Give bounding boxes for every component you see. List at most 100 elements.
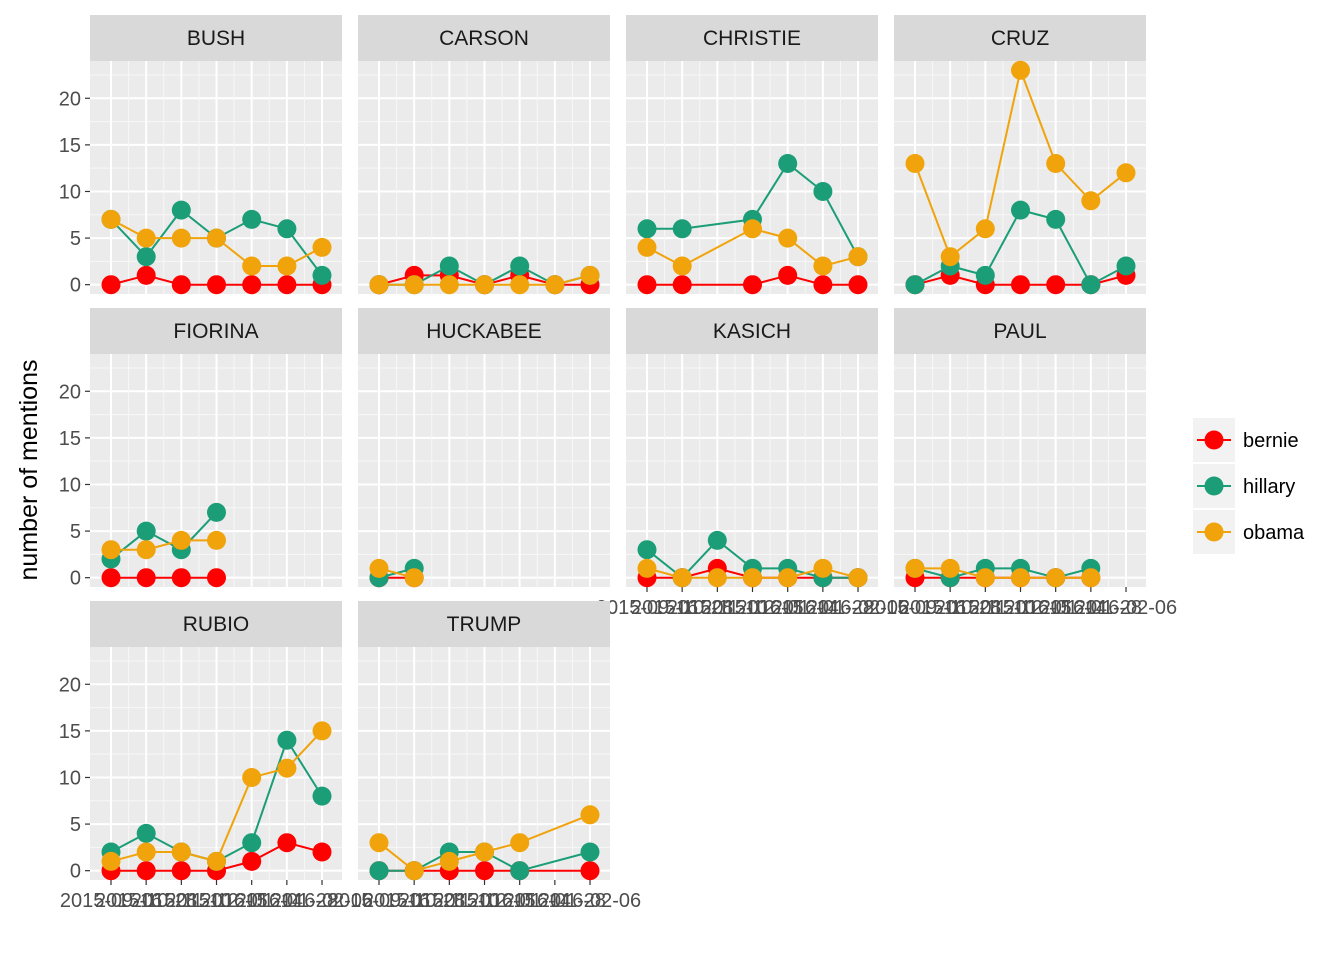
point-obama	[101, 209, 121, 229]
strip-label: FIORINA	[173, 320, 258, 343]
x-tick-label: 2015-09-16	[328, 890, 430, 912]
strip-label: TRUMP	[447, 613, 522, 636]
x-tick-label: 2016-02-06	[539, 890, 641, 912]
point-obama	[848, 247, 868, 267]
point-hillary	[813, 182, 833, 201]
point-obama	[369, 275, 389, 295]
panel-carson: CARSON	[358, 15, 610, 295]
point-bernie	[242, 275, 262, 295]
point-bernie	[136, 265, 156, 285]
point-hillary	[1011, 200, 1030, 220]
point-obama	[707, 568, 727, 588]
panel-fiorina: FIORINA 0 5 10 15 20	[59, 308, 342, 590]
x-tick-label: 2015-10-28	[363, 890, 465, 912]
point-hillary	[312, 786, 332, 806]
y-tick-label: 0	[70, 275, 81, 297]
point-bernie	[171, 568, 191, 588]
strip-background	[358, 308, 610, 354]
point-obama	[743, 568, 762, 588]
point-obama	[207, 851, 226, 871]
x-tick-label: 2016-01-28	[1040, 597, 1142, 619]
panel-rubio: RUBIO 0 5 10 15 20 2015-09-162015-10-282015-11…	[59, 601, 373, 912]
point-hillary	[510, 256, 530, 276]
point-hillary	[136, 823, 156, 843]
point-obama	[637, 237, 657, 257]
point-obama	[242, 256, 262, 276]
strip-background	[894, 15, 1146, 61]
point-obama	[136, 228, 156, 248]
point-hillary	[672, 219, 692, 239]
point-hillary	[242, 209, 262, 229]
point-obama	[672, 256, 692, 276]
point-obama	[101, 851, 121, 871]
point-bernie	[136, 568, 156, 588]
x-tick-label: 2015-12-15	[969, 597, 1071, 619]
y-tick-label: 20	[59, 381, 81, 403]
point-hillary	[637, 540, 657, 560]
strip-label: KASICH	[713, 320, 791, 343]
point-hillary	[439, 256, 459, 276]
point-obama	[312, 237, 332, 257]
x-tick-label: 2016-01-28	[772, 597, 874, 619]
point-bernie	[171, 275, 191, 295]
y-tick-label: 15	[59, 721, 81, 743]
point-bernie	[637, 275, 657, 295]
point-hillary	[637, 219, 657, 239]
point-obama	[1116, 163, 1136, 183]
point-obama	[1081, 191, 1101, 211]
strip-background	[626, 308, 878, 354]
x-tick-label: 2016-02-06	[1075, 597, 1177, 619]
x-tick-label: 2015-11-10	[131, 890, 232, 912]
strip-background	[90, 15, 342, 61]
point-obama	[743, 219, 762, 239]
point-bernie	[242, 851, 262, 871]
x-tick-label: 2015-09-16	[864, 597, 966, 619]
point-bernie	[312, 842, 332, 862]
point-obama	[369, 833, 389, 853]
panel-bush: BUSH 0 5 10 15 20	[59, 15, 342, 297]
point-bernie	[101, 568, 121, 588]
point-bernie	[672, 275, 692, 295]
y-tick-label: 5	[70, 521, 81, 543]
x-tick-label: 2016-01-28	[236, 890, 338, 912]
strip-label: PAUL	[993, 320, 1046, 343]
y-tick-label: 10	[59, 474, 81, 496]
point-obama	[637, 558, 657, 578]
legend-item-obama: obama	[1193, 510, 1305, 554]
x-tick-label: 2015-11-10	[667, 597, 768, 619]
legend-key-point	[1204, 476, 1224, 496]
point-obama	[277, 256, 297, 276]
point-obama	[1011, 60, 1030, 80]
point-bernie	[848, 275, 868, 295]
point-obama	[510, 275, 530, 295]
legend-label: hillary	[1243, 476, 1295, 498]
point-hillary	[905, 275, 925, 295]
y-tick-label: 5	[70, 814, 81, 836]
point-obama	[369, 558, 389, 578]
point-hillary	[312, 265, 332, 285]
y-tick-label: 0	[70, 861, 81, 883]
y-tick-label: 0	[70, 568, 81, 590]
y-tick-label: 10	[59, 767, 81, 789]
point-bernie	[207, 568, 226, 588]
point-bernie	[580, 861, 600, 881]
series-line-hillary	[110, 511, 218, 560]
strip-label: HUCKABEE	[426, 320, 542, 343]
point-obama	[1046, 568, 1066, 588]
point-obama	[242, 768, 262, 787]
strip-label: BUSH	[187, 27, 245, 50]
x-tick-label: 2015-10-28	[899, 597, 1001, 619]
point-obama	[475, 842, 494, 862]
point-hillary	[207, 502, 226, 522]
strip-background	[626, 15, 878, 61]
point-obama	[848, 568, 868, 588]
point-obama	[207, 530, 226, 550]
point-obama	[813, 558, 833, 578]
point-obama	[404, 861, 424, 881]
point-hillary	[369, 861, 389, 881]
y-tick-label: 15	[59, 428, 81, 450]
y-tick-label: 20	[59, 674, 81, 696]
panel-huckabee: HUCKABEE	[358, 308, 610, 588]
series-line-obama	[111, 539, 217, 551]
x-tick-label: 2015-09-16	[596, 597, 698, 619]
